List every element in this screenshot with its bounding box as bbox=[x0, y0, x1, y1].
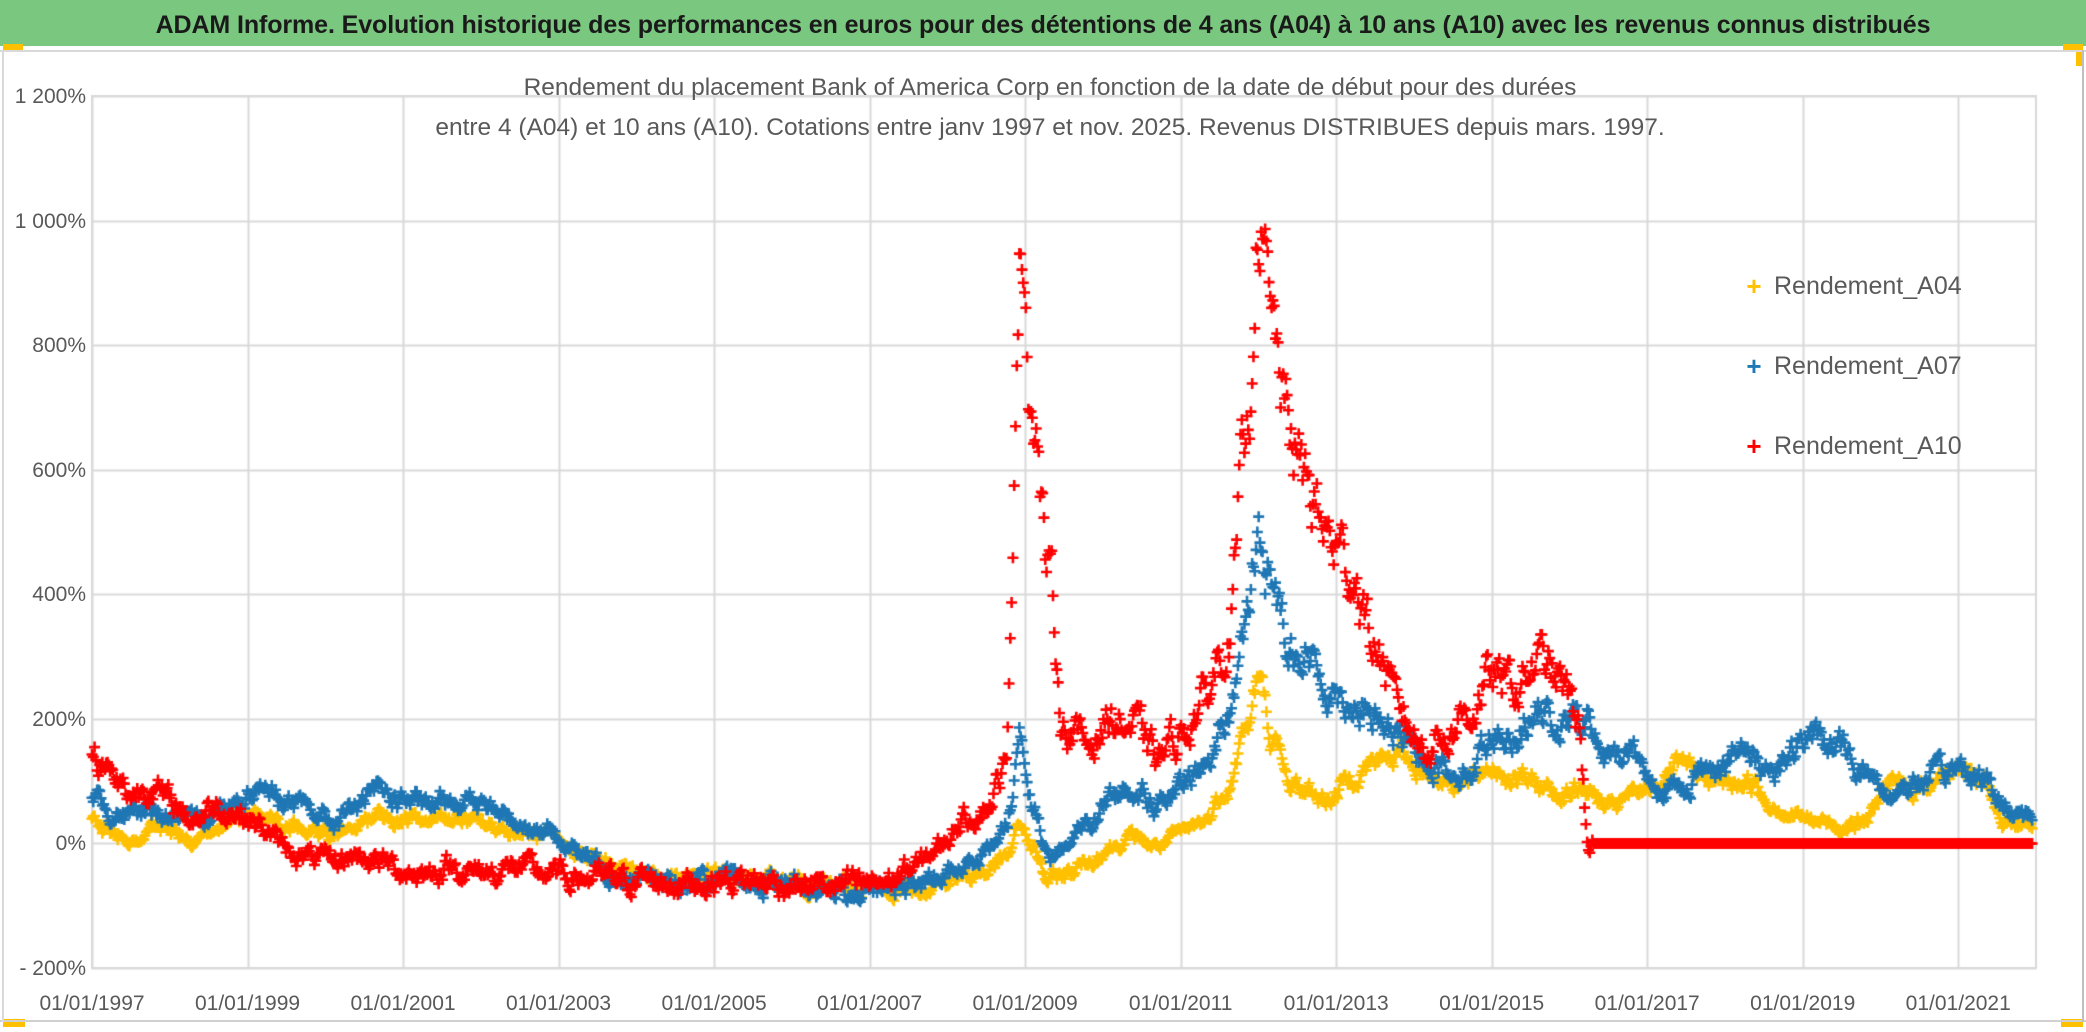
x-axis-labels: 01/01/1997 01/01/1999 01/01/2001 01/01/2003… bbox=[0, 50, 2086, 1032]
legend-item-a07[interactable]: + Rendement_A07 bbox=[1742, 326, 2072, 406]
chart-title-line-1: Rendement du placement Bank of America C… bbox=[523, 74, 1577, 101]
plot-canvas bbox=[0, 50, 2086, 1032]
legend-label-a10: Rendement_A10 bbox=[1774, 431, 1962, 460]
x-axis-tick-label: 01/01/2017 bbox=[1594, 992, 1700, 1015]
legend-label-a07: Rendement_A07 bbox=[1774, 351, 1962, 380]
legend-label-a04: Rendement_A04 bbox=[1774, 271, 1962, 300]
plus-marker-icon: + bbox=[1746, 431, 1762, 461]
x-axis-tick-label: 01/01/2001 bbox=[350, 992, 456, 1015]
chart-title: Rendement du placement Bank of America C… bbox=[300, 68, 1800, 148]
y-axis-tick-label: 1 000% bbox=[14, 209, 86, 233]
legend-item-a04[interactable]: + Rendement_A04 bbox=[1742, 246, 2072, 326]
y-axis-tick-label: 600% bbox=[32, 458, 86, 482]
legend: + Rendement_A04 + Rendement_A07 + Rendem… bbox=[1742, 246, 2072, 486]
chart-title-line-2: entre 4 (A04) et 10 ans (A10). Cotations… bbox=[435, 114, 1665, 141]
plus-marker-icon: + bbox=[1746, 351, 1762, 381]
y-axis-tick-label: 1 200% bbox=[14, 85, 86, 108]
x-axis-tick-label: 01/01/2011 bbox=[1128, 992, 1233, 1015]
accent-top-left bbox=[3, 44, 23, 51]
accent-top-right bbox=[2063, 44, 2083, 51]
plus-marker-icon: + bbox=[1746, 271, 1762, 301]
x-axis-tick-label: 01/01/2015 bbox=[1439, 992, 1545, 1015]
banner: ADAM Informe. Evolution historique des p… bbox=[0, 0, 2086, 46]
y-axis-tick-label: 0% bbox=[55, 832, 86, 856]
y-axis-tick-label: 800% bbox=[32, 334, 86, 358]
x-axis-tick-label: 01/01/2009 bbox=[972, 992, 1078, 1015]
y-axis-tick-label: - 200% bbox=[19, 957, 86, 980]
banner-title: ADAM Informe. Evolution historique des p… bbox=[155, 10, 1931, 39]
x-axis-tick-label: 01/01/2005 bbox=[661, 992, 767, 1015]
x-axis-tick-label: 01/01/1999 bbox=[194, 992, 301, 1015]
x-axis-tick-label: 01/01/2021 bbox=[1905, 992, 2011, 1015]
x-axis-tick-label: 01/01/2003 bbox=[505, 992, 612, 1015]
chart: Rendement du placement Bank of America C… bbox=[0, 50, 2086, 1032]
y-axis-tick-label: 200% bbox=[32, 707, 86, 731]
x-axis-tick-label: 01/01/1997 bbox=[39, 992, 145, 1015]
x-axis-tick-label: 01/01/2019 bbox=[1750, 992, 1856, 1015]
banner-inner: ADAM Informe. Evolution historique des p… bbox=[8, 4, 2078, 46]
y-axis-tick-label: 400% bbox=[32, 583, 86, 607]
x-axis-tick-label: 01/01/2007 bbox=[817, 992, 923, 1015]
legend-item-a10[interactable]: + Rendement_A10 bbox=[1742, 406, 2072, 486]
x-axis-tick-label: 01/01/2013 bbox=[1283, 992, 1389, 1015]
y-axis-labels: 1 200% 1 000% 800% 600% 400% 200% 0% - 200% bbox=[0, 50, 86, 1032]
